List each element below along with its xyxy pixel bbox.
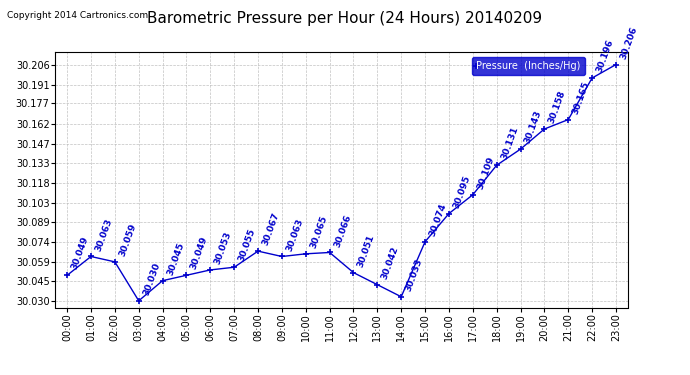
Pressure  (Inches/Hg) bbox=[349, 270, 357, 275]
Text: 30.030: 30.030 bbox=[141, 261, 161, 297]
Pressure  (Inches/Hg) bbox=[445, 211, 453, 216]
Text: 30.059: 30.059 bbox=[117, 222, 138, 258]
Text: 30.065: 30.065 bbox=[308, 214, 328, 250]
Pressure  (Inches/Hg) bbox=[254, 249, 262, 254]
Pressure  (Inches/Hg) bbox=[540, 127, 549, 131]
Pressure  (Inches/Hg) bbox=[516, 147, 524, 152]
Text: 30.109: 30.109 bbox=[475, 155, 496, 190]
Text: 30.049: 30.049 bbox=[70, 236, 90, 271]
Text: 30.033: 30.033 bbox=[404, 257, 424, 292]
Text: 30.063: 30.063 bbox=[94, 217, 114, 252]
Text: 30.158: 30.158 bbox=[547, 89, 567, 125]
Text: 30.063: 30.063 bbox=[285, 217, 305, 252]
Pressure  (Inches/Hg) bbox=[206, 268, 215, 272]
Text: 30.045: 30.045 bbox=[166, 241, 186, 276]
Text: 30.053: 30.053 bbox=[213, 230, 233, 266]
Pressure  (Inches/Hg) bbox=[230, 265, 238, 270]
Pressure  (Inches/Hg) bbox=[588, 76, 596, 80]
Text: 30.049: 30.049 bbox=[189, 236, 210, 271]
Pressure  (Inches/Hg) bbox=[493, 163, 501, 168]
Text: 30.143: 30.143 bbox=[523, 110, 544, 145]
Pressure  (Inches/Hg) bbox=[397, 294, 405, 299]
Pressure  (Inches/Hg) bbox=[63, 273, 71, 278]
Text: 30.196: 30.196 bbox=[595, 38, 615, 74]
Pressure  (Inches/Hg) bbox=[612, 62, 620, 67]
Text: Copyright 2014 Cartronics.com: Copyright 2014 Cartronics.com bbox=[7, 11, 148, 20]
Pressure  (Inches/Hg) bbox=[278, 254, 286, 259]
Text: 30.051: 30.051 bbox=[356, 233, 377, 268]
Text: 30.165: 30.165 bbox=[571, 80, 591, 116]
Pressure  (Inches/Hg) bbox=[564, 117, 573, 122]
Text: 30.067: 30.067 bbox=[261, 211, 281, 247]
Pressure  (Inches/Hg) bbox=[421, 240, 429, 244]
Text: 30.066: 30.066 bbox=[333, 213, 353, 248]
Text: 30.095: 30.095 bbox=[452, 174, 472, 209]
Line: Pressure  (Inches/Hg): Pressure (Inches/Hg) bbox=[63, 61, 620, 304]
Text: 30.131: 30.131 bbox=[500, 126, 520, 161]
Text: Barometric Pressure per Hour (24 Hours) 20140209: Barometric Pressure per Hour (24 Hours) … bbox=[148, 11, 542, 26]
Pressure  (Inches/Hg) bbox=[326, 250, 334, 255]
Pressure  (Inches/Hg) bbox=[110, 260, 119, 264]
Text: 30.206: 30.206 bbox=[619, 25, 639, 60]
Text: 30.055: 30.055 bbox=[237, 228, 257, 263]
Text: 30.074: 30.074 bbox=[428, 202, 448, 238]
Pressure  (Inches/Hg) bbox=[182, 273, 190, 278]
Pressure  (Inches/Hg) bbox=[135, 298, 143, 303]
Pressure  (Inches/Hg) bbox=[87, 254, 95, 259]
Legend: Pressure  (Inches/Hg): Pressure (Inches/Hg) bbox=[473, 57, 584, 75]
Text: 30.042: 30.042 bbox=[380, 245, 400, 280]
Pressure  (Inches/Hg) bbox=[159, 278, 167, 283]
Pressure  (Inches/Hg) bbox=[373, 282, 382, 287]
Pressure  (Inches/Hg) bbox=[469, 192, 477, 197]
Pressure  (Inches/Hg) bbox=[302, 252, 310, 256]
